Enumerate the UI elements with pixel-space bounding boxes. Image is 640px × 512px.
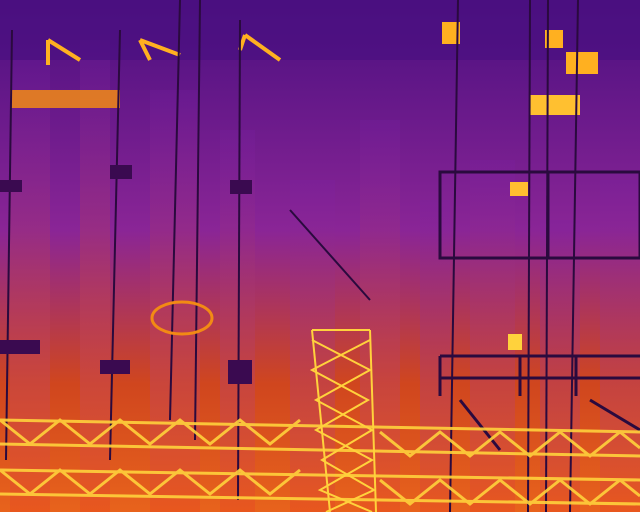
lattice-tower — [309, 329, 377, 512]
hot-fixtures — [442, 22, 598, 350]
conductor-clamps — [0, 165, 252, 384]
steel-frame-upper — [438, 170, 640, 260]
cable-loop — [150, 300, 214, 336]
insulator-brackets — [46, 33, 282, 65]
ground-lattice — [0, 418, 640, 506]
steel-frame-lower — [438, 354, 640, 451]
upper-structure — [0, 0, 640, 60]
hot-beam — [10, 90, 120, 108]
